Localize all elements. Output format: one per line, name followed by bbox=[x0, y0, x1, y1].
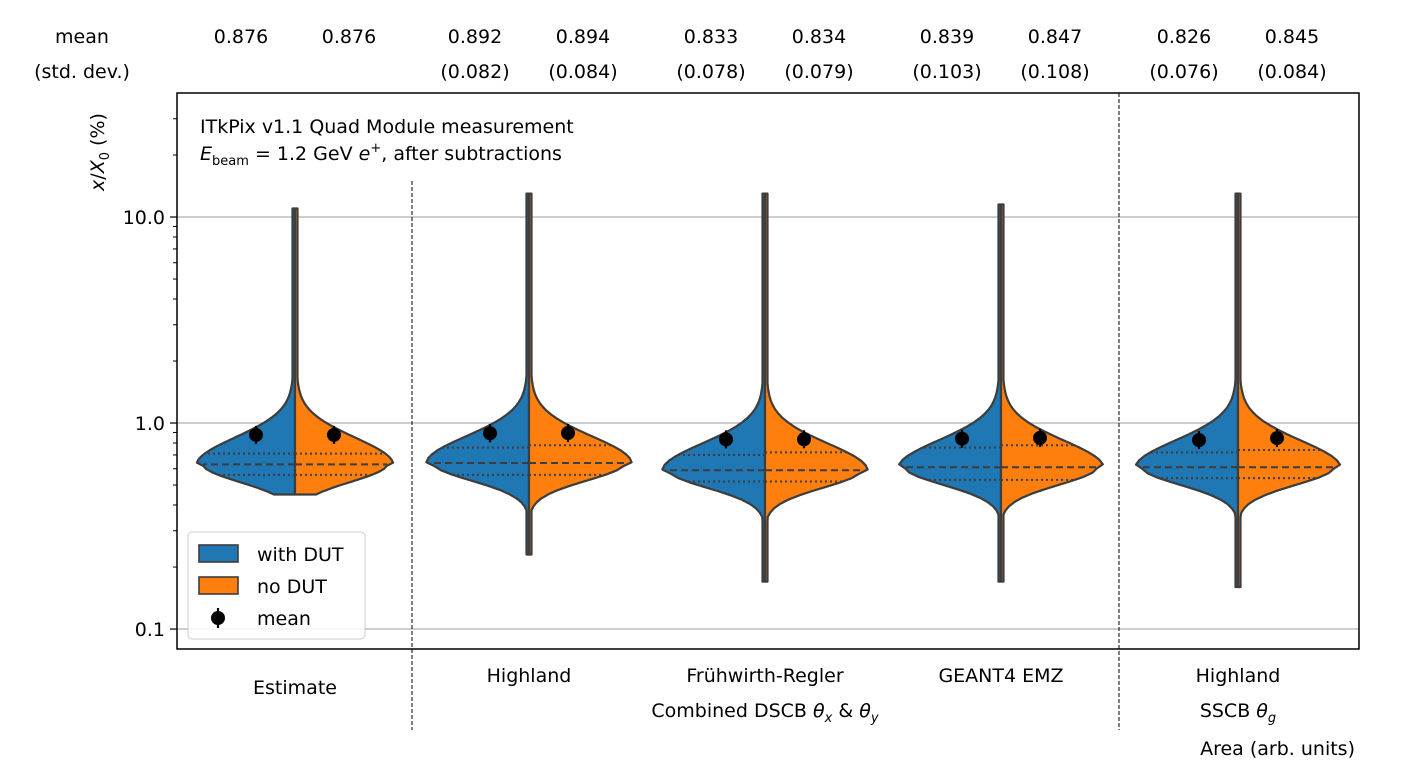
summary-mean-with_dut-0: 0.876 bbox=[214, 26, 268, 48]
summary-mean-no_dut-4: 0.845 bbox=[1265, 26, 1319, 48]
mean-marker-with_dut-1 bbox=[483, 426, 497, 441]
summary-std-no_dut-2: (0.079) bbox=[784, 61, 853, 83]
plot-frame bbox=[176, 92, 1360, 650]
summary-mean-with_dut-4: 0.826 bbox=[1157, 26, 1211, 48]
summary-mean-no_dut-1: 0.894 bbox=[556, 26, 610, 48]
summary-mean-with_dut-2: 0.833 bbox=[684, 26, 738, 48]
summary-mean-no_dut-3: 0.847 bbox=[1028, 26, 1082, 48]
mean-marker-no_dut-1 bbox=[561, 426, 575, 441]
mean-marker-no_dut-3 bbox=[1033, 430, 1047, 445]
chart-title: ITkPix v1.1 Quad Module measurement bbox=[200, 116, 574, 138]
category-label-2: Frühwirth-Regler bbox=[686, 665, 843, 687]
violin-no-dut-4 bbox=[1236, 192, 1342, 589]
violin-no-dut-2 bbox=[763, 192, 869, 583]
mean-marker-with_dut-3 bbox=[955, 431, 969, 446]
x-axis-label: Area (arb. units) bbox=[1200, 738, 1355, 760]
mean-marker-no_dut-4 bbox=[1270, 431, 1284, 446]
legend-label-0: with DUT bbox=[257, 544, 344, 566]
violin-with-dut-0 bbox=[195, 207, 297, 496]
group-label-combined: Combined DSCB θx & θy bbox=[651, 700, 878, 726]
violin-with-dut-4 bbox=[1134, 192, 1240, 589]
summary-std-no_dut-1: (0.084) bbox=[548, 61, 617, 83]
violin-no-dut-3 bbox=[999, 203, 1104, 583]
summary-mean-no_dut-0: 0.876 bbox=[322, 26, 376, 48]
summary-std-with_dut-1: (0.082) bbox=[440, 61, 509, 83]
y-axis-label: x/X0 (%) bbox=[87, 113, 113, 192]
violin-with-dut-1 bbox=[425, 192, 531, 556]
summary-std-with_dut-4: (0.076) bbox=[1149, 61, 1218, 83]
violin-with-dut-2 bbox=[661, 192, 767, 583]
legend-label-2: mean bbox=[257, 608, 311, 630]
std-row-label: (std. dev.) bbox=[34, 61, 130, 83]
ytick-label-1: 1.0 bbox=[135, 413, 165, 435]
category-label-1: Highland bbox=[487, 665, 572, 687]
category-label-3: GEANT4 EMZ bbox=[938, 665, 1063, 687]
legend: with DUT no DUT mean bbox=[187, 531, 366, 640]
legend-swatch-0 bbox=[198, 544, 239, 563]
legend-label-1: no DUT bbox=[257, 576, 327, 598]
category-label-4: Highland bbox=[1196, 665, 1281, 687]
violin-with-dut-3 bbox=[898, 203, 1003, 583]
violin-no-dut-1 bbox=[527, 192, 633, 556]
summary-mean-with_dut-3: 0.839 bbox=[920, 26, 974, 48]
summary-mean-with_dut-1: 0.892 bbox=[448, 26, 502, 48]
group-label-sscb: SSCB θg bbox=[1200, 700, 1276, 726]
mean-marker-with_dut-0 bbox=[249, 427, 263, 442]
ytick-label-0: 0.1 bbox=[135, 619, 165, 641]
mean-marker-no_dut-0 bbox=[327, 427, 341, 442]
summary-std-no_dut-3: (0.108) bbox=[1020, 61, 1089, 83]
summary-mean-no_dut-2: 0.834 bbox=[792, 26, 846, 48]
summary-std-with_dut-3: (0.103) bbox=[912, 61, 981, 83]
category-label-0: Estimate bbox=[253, 677, 337, 699]
mean-marker-with_dut-2 bbox=[719, 432, 733, 447]
summary-std-with_dut-2: (0.078) bbox=[676, 61, 745, 83]
summary-std-no_dut-4: (0.084) bbox=[1257, 61, 1326, 83]
mean-marker-no_dut-2 bbox=[797, 432, 811, 447]
mean-marker-with_dut-4 bbox=[1192, 433, 1206, 448]
legend-swatch-1 bbox=[198, 576, 239, 595]
violin-no-dut-0 bbox=[293, 207, 395, 496]
mean-row-label: mean bbox=[55, 26, 109, 48]
chart-subtitle: Ebeam = 1.2 GeV e+, after subtractions bbox=[200, 141, 562, 169]
ytick-label-2: 10.0 bbox=[123, 207, 165, 229]
legend-marker-2 bbox=[211, 611, 225, 625]
